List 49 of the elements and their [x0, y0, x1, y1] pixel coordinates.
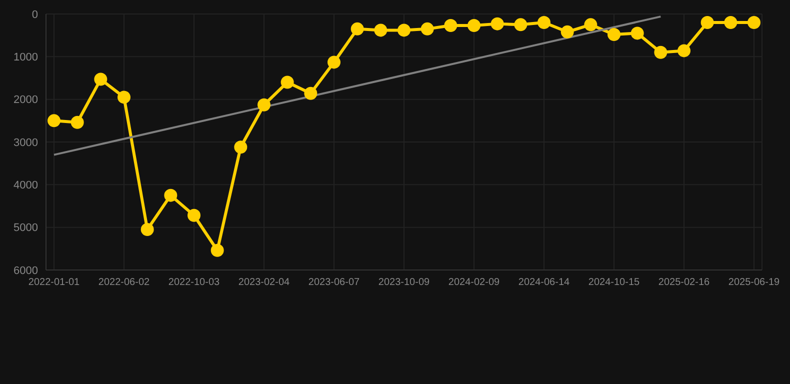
x-tick-label: 2022-06-02	[98, 277, 150, 288]
x-tick-label: 2023-02-04	[238, 277, 290, 288]
point	[234, 140, 248, 154]
point	[374, 24, 388, 37]
y-tick-label: 0	[32, 8, 38, 21]
x-tick-label: 2025-02-16	[658, 277, 710, 288]
point	[468, 19, 480, 32]
point	[258, 98, 270, 112]
y-tick-label: 5000	[14, 222, 38, 234]
point	[350, 22, 364, 36]
x-tick-label: 2025-06-19	[728, 277, 780, 288]
point	[538, 16, 550, 30]
point	[724, 16, 738, 30]
point	[560, 25, 574, 38]
point	[584, 18, 598, 32]
point	[118, 90, 130, 104]
point	[328, 56, 340, 69]
point	[678, 44, 690, 58]
x-tick-label: 2024-10-15	[588, 277, 640, 288]
x-tick-label: 2023-06-07	[308, 277, 360, 288]
point	[94, 72, 108, 86]
point	[420, 22, 434, 36]
point	[630, 26, 644, 40]
y-tick-label: 4000	[14, 180, 38, 192]
x-tick-label: 2024-06-14	[518, 277, 570, 288]
point	[608, 28, 620, 41]
point	[654, 46, 668, 59]
y-tick-label: 6000	[14, 264, 38, 277]
y-tick-label: 1000	[14, 52, 38, 64]
point	[140, 222, 154, 236]
point	[398, 24, 410, 37]
y-tick-label: 2000	[14, 94, 38, 106]
x-tick-label: 2024-02-09	[448, 277, 500, 288]
point	[280, 76, 294, 89]
point	[188, 208, 200, 222]
point	[304, 86, 318, 100]
point	[514, 18, 528, 32]
point	[490, 17, 504, 30]
x-tick-label: 2022-01-01	[28, 277, 80, 288]
x-tick-label: 2022-10-03	[168, 277, 220, 288]
point	[164, 188, 178, 202]
point	[700, 16, 714, 30]
point	[210, 244, 224, 257]
point	[70, 116, 84, 129]
x-tick-label: 2023-10-09	[378, 277, 430, 288]
point	[48, 114, 60, 128]
point	[748, 16, 760, 30]
y-tick-label: 3000	[14, 136, 38, 149]
point	[444, 19, 458, 32]
